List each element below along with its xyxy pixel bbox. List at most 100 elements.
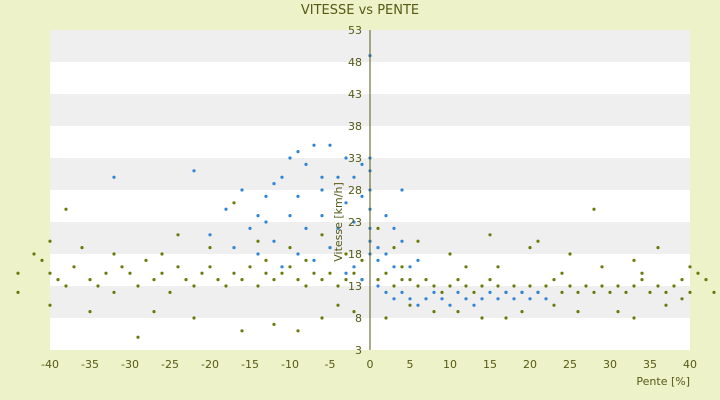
- data-point: [272, 182, 276, 186]
- x-tick-label: -35: [81, 358, 99, 371]
- data-point: [392, 265, 396, 269]
- data-point: [320, 233, 324, 237]
- data-point: [712, 290, 716, 294]
- data-point: [48, 303, 52, 307]
- data-point: [632, 316, 636, 320]
- data-point: [456, 278, 460, 282]
- data-point: [360, 194, 364, 198]
- data-point: [320, 278, 324, 282]
- data-point: [112, 290, 116, 294]
- data-point: [432, 310, 436, 314]
- data-point: [192, 284, 196, 288]
- data-point: [576, 290, 580, 294]
- data-point: [504, 290, 508, 294]
- data-point: [184, 278, 188, 282]
- data-point: [344, 252, 348, 256]
- data-point: [312, 143, 316, 147]
- data-point: [456, 290, 460, 294]
- data-point: [400, 188, 404, 192]
- data-point: [120, 265, 124, 269]
- data-point: [352, 175, 356, 179]
- data-point: [376, 284, 380, 288]
- data-point: [112, 252, 116, 256]
- data-point: [400, 278, 404, 282]
- data-point: [280, 265, 284, 269]
- data-point: [32, 252, 36, 256]
- data-point: [312, 271, 316, 275]
- data-point: [128, 271, 132, 275]
- x-tick-label: -40: [41, 358, 59, 371]
- data-point: [280, 271, 284, 275]
- data-point: [240, 329, 244, 333]
- data-point: [384, 271, 388, 275]
- data-point: [288, 156, 292, 160]
- data-point: [520, 310, 524, 314]
- data-point: [208, 246, 212, 250]
- data-point: [384, 252, 388, 256]
- data-point: [416, 303, 420, 307]
- data-point: [648, 290, 652, 294]
- data-point: [352, 220, 356, 224]
- data-point: [160, 252, 164, 256]
- data-point: [376, 278, 380, 282]
- data-point: [448, 303, 452, 307]
- y-tick-label: 33: [348, 152, 362, 165]
- data-point: [616, 310, 620, 314]
- data-point: [288, 214, 292, 218]
- data-point: [288, 246, 292, 250]
- data-point: [344, 278, 348, 282]
- data-point: [352, 265, 356, 269]
- x-tick-label: 10: [443, 358, 457, 371]
- data-point: [528, 246, 532, 250]
- data-point: [320, 214, 324, 218]
- data-point: [384, 316, 388, 320]
- data-point: [48, 271, 52, 275]
- data-point: [280, 175, 284, 179]
- data-point: [512, 297, 516, 301]
- data-point: [248, 265, 252, 269]
- data-point: [200, 271, 204, 275]
- data-point: [384, 214, 388, 218]
- data-point: [16, 290, 20, 294]
- data-point: [240, 188, 244, 192]
- data-point: [192, 169, 196, 173]
- data-point: [344, 201, 348, 205]
- data-point: [600, 265, 604, 269]
- x-tick-label: 20: [523, 358, 537, 371]
- data-point: [688, 265, 692, 269]
- data-point: [296, 278, 300, 282]
- data-point: [376, 246, 380, 250]
- data-point: [680, 297, 684, 301]
- data-point: [632, 284, 636, 288]
- x-axis-label: Pente [%]: [636, 375, 690, 388]
- data-point: [240, 278, 244, 282]
- data-point: [488, 278, 492, 282]
- chart-title: VITESSE vs PENTE: [301, 3, 419, 18]
- data-point: [320, 316, 324, 320]
- x-tick-label: 5: [407, 358, 414, 371]
- data-point: [496, 297, 500, 301]
- y-tick-label: 18: [348, 248, 362, 261]
- data-point: [656, 284, 660, 288]
- data-point: [528, 297, 532, 301]
- data-point: [400, 239, 404, 243]
- data-point: [216, 278, 220, 282]
- data-point: [312, 258, 316, 262]
- x-tick-label: 15: [483, 358, 497, 371]
- data-point: [624, 290, 628, 294]
- data-point: [360, 278, 364, 282]
- data-point: [384, 290, 388, 294]
- data-point: [304, 284, 308, 288]
- data-point: [168, 290, 172, 294]
- x-tick-label: -5: [325, 358, 336, 371]
- data-point: [544, 297, 548, 301]
- data-point: [72, 265, 76, 269]
- data-point: [464, 284, 468, 288]
- data-point: [272, 322, 276, 326]
- data-point: [704, 278, 708, 282]
- data-point: [632, 258, 636, 262]
- data-point: [408, 265, 412, 269]
- data-point: [496, 265, 500, 269]
